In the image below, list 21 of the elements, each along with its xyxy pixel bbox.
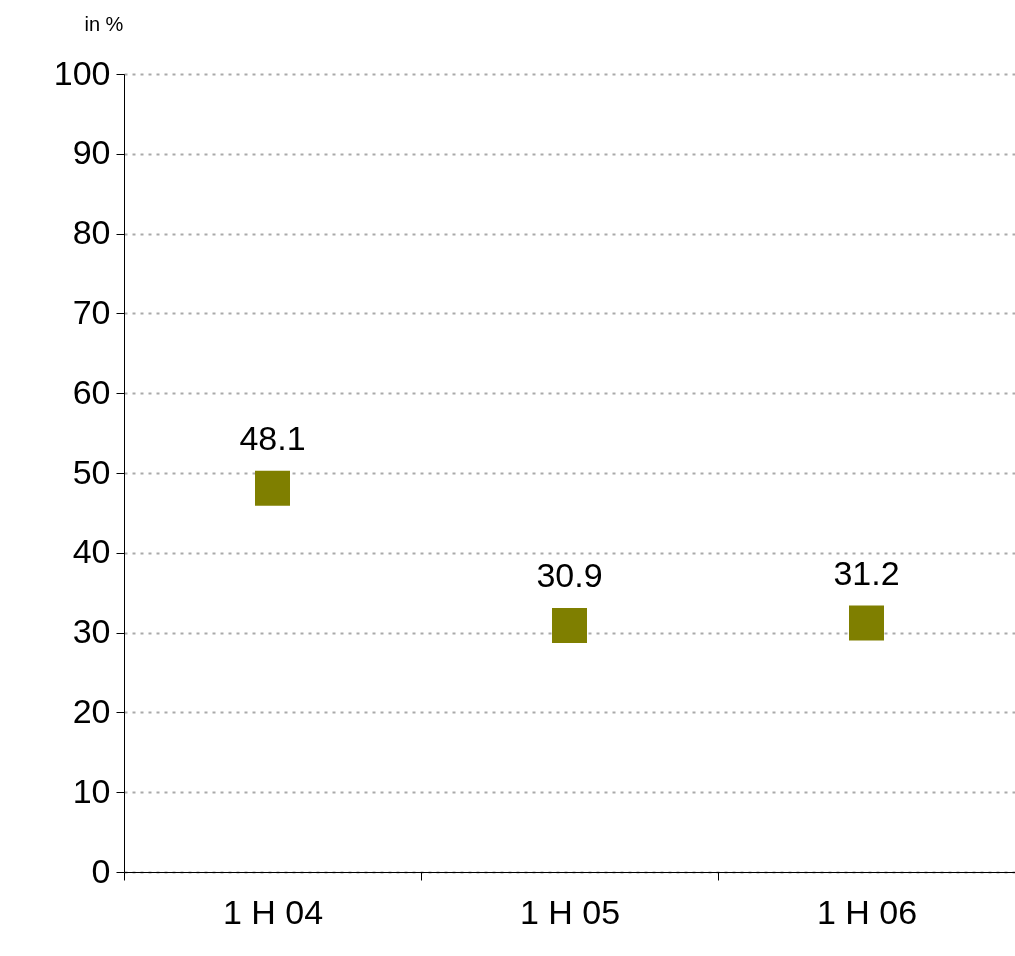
y-tick-label: 60 [72,372,111,411]
y-axis-title: in % [84,12,124,35]
y-tick-label: 0 [91,851,111,890]
data-label: 30.9 [536,556,603,595]
x-tick-label: 1 H 04 [222,892,324,931]
y-tick-label: 90 [72,133,111,172]
x-tick-label: 1 H 06 [816,892,918,931]
point [552,607,587,643]
y-tick-label: 10 [72,771,111,810]
y-tick-label: 80 [72,213,111,252]
y-tick-label: 70 [72,292,111,331]
data-label: 48.1 [239,419,306,458]
y-tick-label: 20 [72,691,111,730]
y-tick-label: 30 [72,612,111,651]
y-tick-label: 100 [53,53,111,92]
point [849,605,884,641]
y-tick-label: 40 [72,532,111,571]
x-tick-label: 1 H 05 [519,892,621,931]
point [255,470,290,506]
data-label: 31.2 [833,554,900,593]
y-tick-label: 50 [72,452,111,491]
